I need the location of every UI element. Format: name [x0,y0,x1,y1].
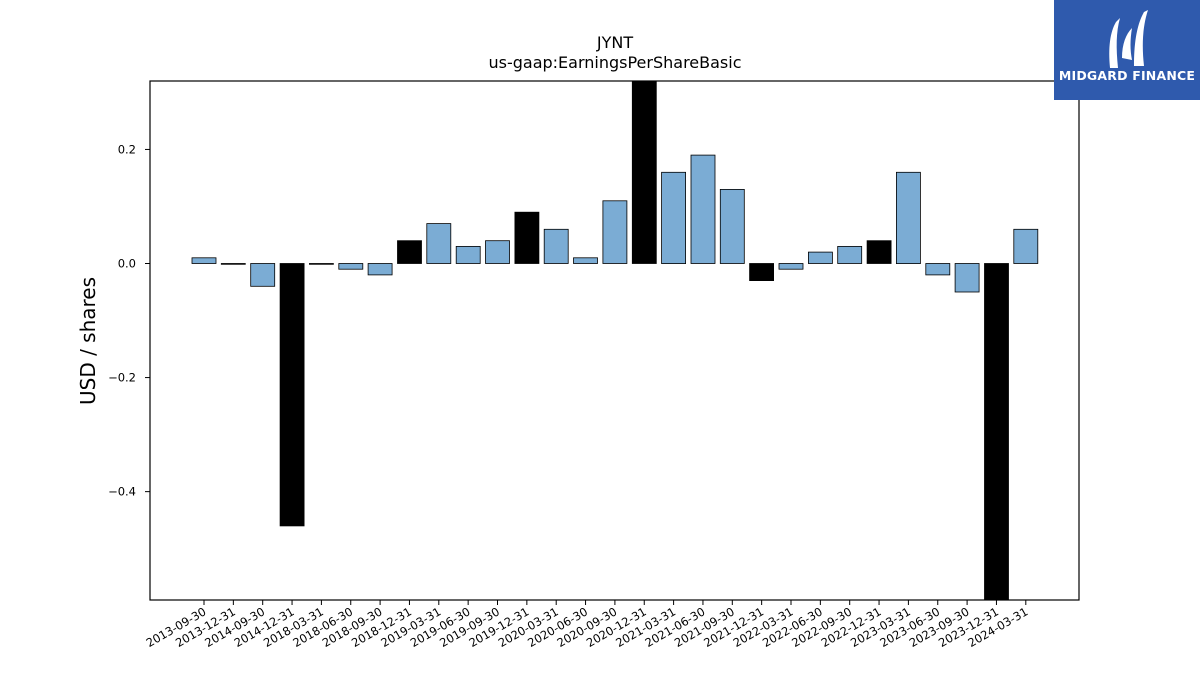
logo-text: MIDGARD FINANCE [1058,68,1196,83]
bar-2022-12-31 [866,240,892,264]
bar-2022-06-30 [808,251,833,264]
bar-2021-03-31 [661,171,686,265]
midgard-logo-icon [1109,10,1148,68]
y-tick-label: −0.2 [108,371,136,385]
bar-2023-06-30 [925,263,951,276]
bar-2020-06-30 [573,257,598,264]
bars-group [191,80,1039,601]
bar-2020-09-30 [602,200,628,264]
bar-2018-03-31 [308,263,334,265]
bar-2013-09-30 [191,257,217,264]
chart-title: JYNT [596,33,633,52]
plot-frame [149,80,1080,601]
bar-2018-09-30 [367,263,393,276]
bar-2014-09-30 [250,263,276,287]
y-tick-label: 0.2 [118,142,136,156]
bar-2018-12-31 [397,240,422,264]
bar-2013-12-31 [220,263,246,265]
bar-2019-09-30 [485,240,510,264]
bar-2022-09-30 [837,245,863,264]
bar-2014-12-31 [279,263,305,527]
bar-2021-06-30 [690,154,716,264]
y-tick-label: −0.4 [108,485,136,499]
y-axis: −0.4 −0.2 0.0 0.2 [108,142,150,499]
bar-2023-03-31 [896,171,921,265]
bar-2021-09-30 [719,188,745,264]
bar-2020-12-31 [631,80,657,264]
bar-2019-12-31 [514,211,540,264]
bar-2018-06-30 [338,263,364,270]
y-tick-label: 0.0 [118,257,136,271]
bar-2023-09-30 [954,263,980,293]
midgard-finance-logo: MIDGARD FINANCE [1054,0,1200,100]
chart-subtitle: us-gaap:EarningsPerShareBasic [488,53,741,72]
x-axis: 2013-09-302013-12-312014-09-302014-12-31… [144,600,1030,650]
bar-2019-06-30 [455,245,481,264]
y-axis-label: USD / shares [76,277,100,405]
bar-2021-12-31 [749,263,774,282]
bar-2022-03-31 [778,263,804,270]
bar-2020-03-31 [543,228,569,264]
bar-2019-03-31 [426,223,452,264]
bar-2023-12-31 [984,263,1009,601]
bar-2024-03-31 [1013,228,1039,264]
